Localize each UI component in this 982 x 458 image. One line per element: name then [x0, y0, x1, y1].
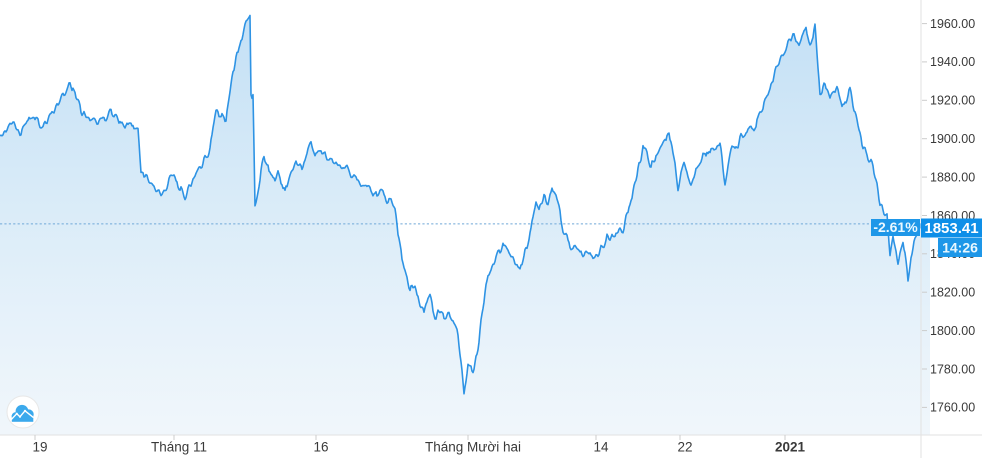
svg-text:2021: 2021	[775, 440, 806, 455]
svg-text:1853.41: 1853.41	[924, 220, 978, 237]
svg-text:-2.61%: -2.61%	[873, 219, 918, 235]
svg-text:1820.00: 1820.00	[930, 286, 975, 300]
svg-text:1800.00: 1800.00	[930, 324, 975, 338]
svg-text:1960.00: 1960.00	[930, 17, 975, 31]
svg-text:14:26: 14:26	[942, 240, 978, 256]
svg-text:1920.00: 1920.00	[930, 94, 975, 108]
svg-text:1780.00: 1780.00	[930, 362, 975, 376]
svg-text:Tháng 11: Tháng 11	[151, 440, 207, 455]
svg-text:1900.00: 1900.00	[930, 132, 975, 146]
svg-text:16: 16	[313, 440, 328, 455]
svg-text:1760.00: 1760.00	[930, 401, 975, 415]
svg-text:22: 22	[677, 440, 692, 455]
svg-text:1880.00: 1880.00	[930, 170, 975, 184]
svg-text:14: 14	[593, 440, 609, 455]
svg-text:19: 19	[32, 440, 47, 455]
svg-text:Tháng Mười hai: Tháng Mười hai	[425, 440, 521, 455]
svg-text:1940.00: 1940.00	[930, 55, 975, 69]
